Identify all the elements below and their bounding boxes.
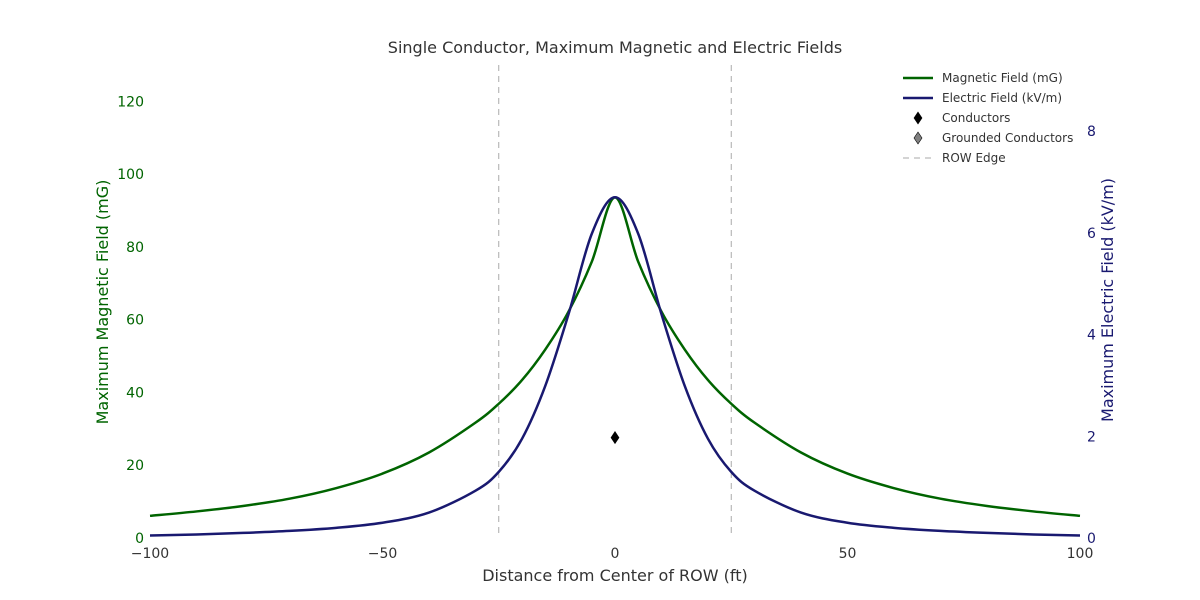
conductor-markers xyxy=(610,431,620,445)
x-tick-label: 100 xyxy=(1067,546,1094,562)
electric-field-line xyxy=(149,195,1081,537)
left-tick-label: 0 xyxy=(135,531,144,547)
left-tick-label: 120 xyxy=(117,94,144,110)
right-tick-label: 0 xyxy=(1087,531,1096,547)
x-axis-label: Distance from Center of ROW (ft) xyxy=(482,566,748,585)
x-tick-label: 0 xyxy=(611,546,620,562)
legend-label-conductors: Conductors xyxy=(942,111,1010,125)
x-tick-label: −50 xyxy=(368,546,398,562)
right-tick-label: 8 xyxy=(1087,124,1096,140)
legend-label-row-edge: ROW Edge xyxy=(942,151,1006,165)
legend-label-magnetic-field-mg: Magnetic Field (mG) xyxy=(942,71,1063,85)
x-tick-label: 50 xyxy=(839,546,857,562)
legend-swatch-grounded-conductors xyxy=(913,131,923,145)
magnetic-field-line xyxy=(149,196,1081,518)
chart-title: Single Conductor, Maximum Magnetic and E… xyxy=(388,38,842,57)
legend: Magnetic Field (mG) Electric Field (kV/m)… xyxy=(903,71,1073,165)
left-tick-label: 60 xyxy=(126,313,144,329)
right-axis-label: Maximum Electric Field (kV/m) xyxy=(1098,178,1117,422)
left-axis-ticks: 0 20 40 60 80 100 120 xyxy=(117,94,144,547)
left-tick-label: 40 xyxy=(126,385,144,401)
right-axis-ticks: 0 2 4 6 8 xyxy=(1087,124,1096,547)
x-axis-ticks: −100 −50 0 50 100 xyxy=(131,546,1094,562)
left-tick-label: 100 xyxy=(117,167,144,183)
left-tick-label: 20 xyxy=(126,458,144,474)
left-axis-label: Maximum Magnetic Field (mG) xyxy=(93,180,112,425)
x-tick-label: −100 xyxy=(131,546,169,562)
right-tick-label: 2 xyxy=(1087,429,1096,445)
legend-label-grounded-conductors: Grounded Conductors xyxy=(942,131,1073,145)
legend-label-electric-field-kv-m: Electric Field (kV/m) xyxy=(942,91,1062,105)
row-edge-lines xyxy=(498,65,732,538)
left-tick-label: 80 xyxy=(126,240,144,256)
series-lines xyxy=(149,195,1081,537)
right-tick-label: 4 xyxy=(1087,328,1096,344)
legend-swatch-conductors xyxy=(913,111,923,125)
right-tick-label: 6 xyxy=(1087,226,1096,242)
conductor-marker-0 xyxy=(610,431,620,445)
